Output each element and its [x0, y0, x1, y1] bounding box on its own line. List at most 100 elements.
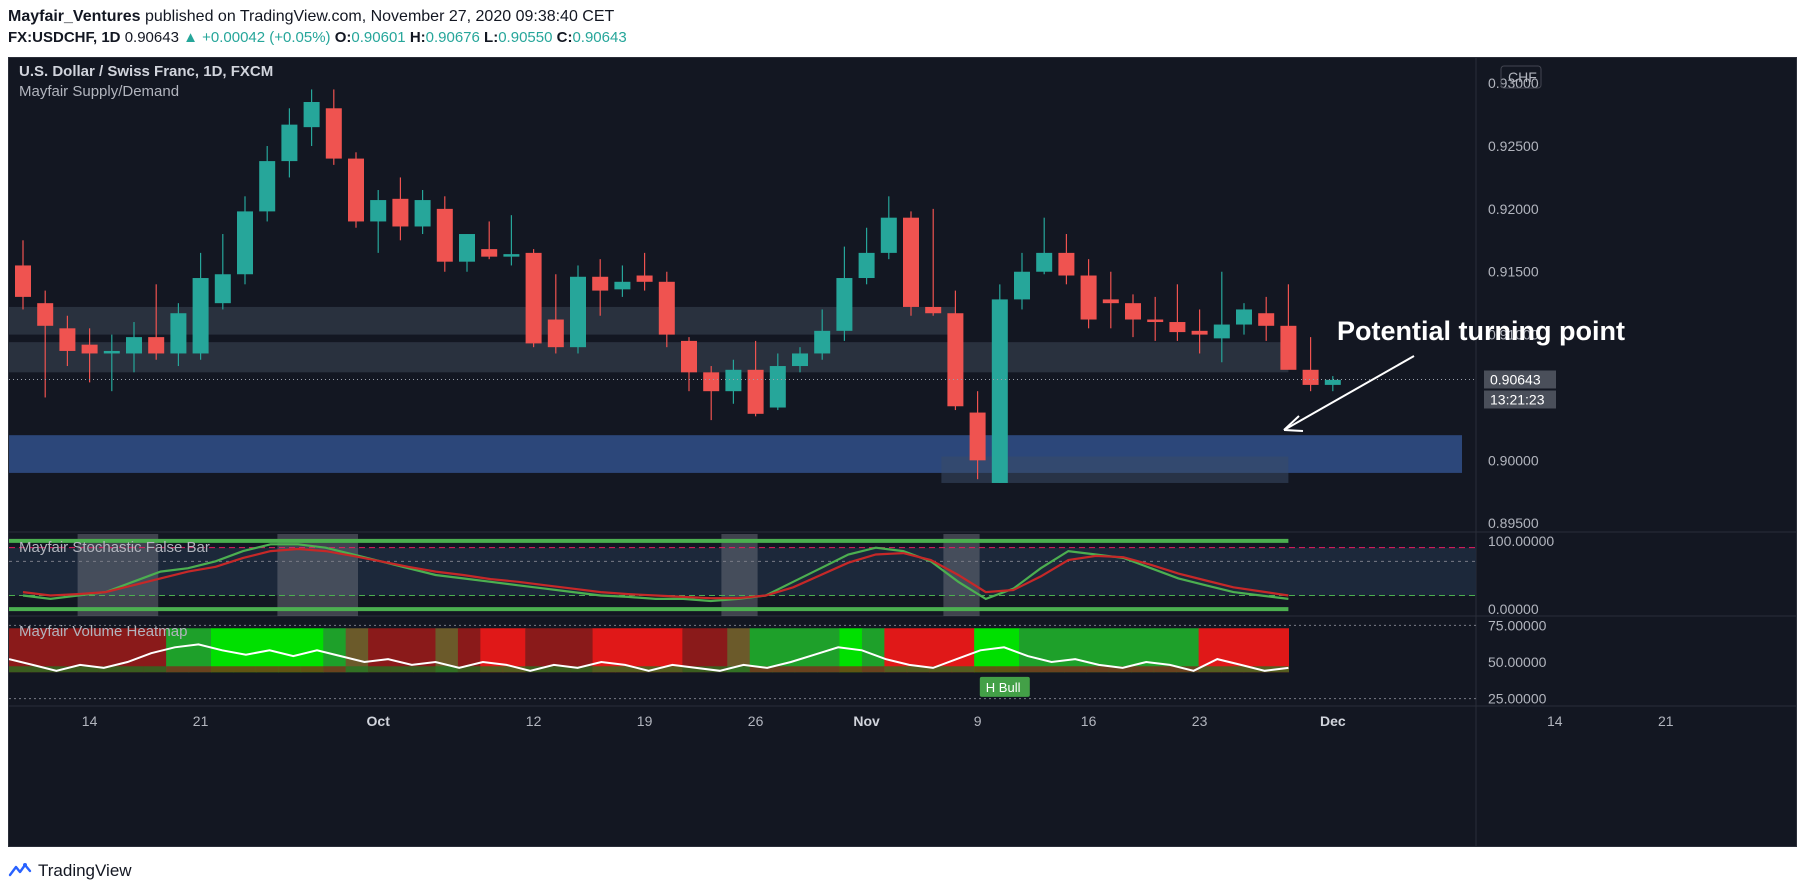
heatmap-cell [592, 628, 616, 673]
candle-body[interactable] [59, 328, 76, 351]
symbol-label: FX:USDCHF, 1D [8, 29, 121, 46]
heatmap-cell [1153, 666, 1177, 673]
candle-body[interactable] [281, 124, 298, 162]
heatmap-cell [637, 628, 661, 673]
candle-body[interactable] [1169, 322, 1186, 333]
chart-frame[interactable]: 0.93000 0.92500 0.92000 0.91500 0.91000 0.900… [8, 57, 1797, 847]
candle-body[interactable] [192, 278, 209, 354]
candle-body[interactable] [592, 276, 609, 291]
candle-body[interactable] [103, 350, 120, 354]
candle-body[interactable] [214, 274, 231, 304]
author-name[interactable]: Mayfair_Ventures [8, 8, 141, 25]
candle-body[interactable] [725, 369, 742, 392]
candle-body[interactable] [259, 161, 276, 212]
candle-body[interactable] [658, 281, 675, 335]
currency-badge[interactable] [1500, 65, 1542, 89]
heatmap-cell [727, 628, 751, 673]
candle-body[interactable] [547, 319, 564, 348]
heatmap-cell [143, 628, 167, 673]
candle-body[interactable] [170, 313, 187, 354]
candle-body[interactable] [858, 252, 875, 279]
candle-body[interactable] [370, 200, 387, 222]
heatmap-cell [1153, 628, 1177, 673]
heatmap-cell [457, 628, 481, 673]
candle-body[interactable] [37, 303, 54, 326]
candle-body[interactable] [436, 208, 453, 262]
candle-body[interactable] [414, 200, 431, 227]
time-tick-label: Dec [1320, 713, 1346, 729]
candle-body[interactable] [947, 313, 964, 407]
stoch-title: Mayfair Stochastic False Bar [19, 539, 210, 556]
candle-body[interactable] [1302, 369, 1319, 385]
candle-body[interactable] [769, 366, 786, 408]
candle-body[interactable] [503, 254, 520, 257]
heatmap-cell [413, 666, 437, 673]
candle-body[interactable] [1213, 324, 1230, 339]
candle-body[interactable] [148, 337, 165, 354]
chart-title: U.S. Dollar / Swiss Franc, 1D, FXCM [19, 63, 273, 80]
candle-body[interactable] [1102, 299, 1119, 304]
candle-body[interactable] [1147, 319, 1164, 323]
chart-svg[interactable]: 0.930000.925000.920000.915000.910000.900… [9, 58, 1796, 846]
close-value: 0.90643 [572, 29, 627, 46]
time-tick-label: Nov [853, 713, 880, 729]
candle-body[interactable] [237, 211, 253, 275]
heatmap-cell [1198, 628, 1222, 673]
candle-body[interactable] [1080, 275, 1097, 320]
heatmap-cell [592, 666, 616, 673]
heatmap-cell [906, 666, 930, 673]
heatmap-cell [1041, 628, 1065, 673]
candle-body[interactable] [747, 369, 764, 414]
candle-body[interactable] [1236, 309, 1252, 325]
heatmap-title: Mayfair Volume Heatmap [19, 623, 187, 640]
heatmap-cell [794, 628, 818, 673]
close-label: C: [556, 29, 573, 46]
heatmap-cell [951, 628, 975, 673]
candle-body[interactable] [1036, 252, 1053, 272]
heatmap-cell [188, 628, 212, 673]
candle-body[interactable] [481, 249, 498, 257]
candle-body[interactable] [459, 234, 475, 262]
candle-body[interactable] [969, 412, 986, 461]
candle-body[interactable] [392, 198, 409, 227]
candle-body[interactable] [303, 102, 320, 128]
candle-body[interactable] [903, 217, 919, 307]
candle-body[interactable] [1324, 379, 1341, 385]
candle-body[interactable] [325, 108, 342, 159]
footer-brand[interactable]: TradingView [38, 861, 132, 880]
candle-body[interactable] [1014, 271, 1030, 300]
heatmap-cell [31, 628, 55, 673]
candle-body[interactable] [836, 278, 853, 331]
heatmap-cell [1131, 628, 1155, 673]
candle-body[interactable] [925, 306, 942, 314]
time-tick-label: 21 [1658, 713, 1674, 729]
candle-body[interactable] [1191, 330, 1208, 335]
candle-body[interactable] [1058, 252, 1075, 276]
candle-body[interactable] [81, 344, 98, 354]
tradingview-logo-icon[interactable] [8, 859, 32, 883]
candle-body[interactable] [525, 252, 542, 344]
candle-body[interactable] [614, 281, 631, 290]
heatmap-cell [704, 628, 728, 673]
heatmap-tick-label: 75.00000 [1488, 617, 1547, 633]
candle-body[interactable] [348, 158, 364, 222]
candle-body[interactable] [1258, 313, 1275, 326]
candle-body[interactable] [681, 340, 697, 373]
candle-body[interactable] [1125, 303, 1141, 320]
heatmap-cell [390, 628, 414, 673]
time-tick-label: 12 [526, 713, 542, 729]
heatmap-cell [570, 666, 594, 673]
candle-body[interactable] [570, 276, 586, 348]
candle-body[interactable] [126, 337, 142, 354]
candle-body[interactable] [880, 217, 897, 253]
heatmap-cell [166, 666, 190, 673]
heatmap-cell [547, 628, 571, 673]
candle-body[interactable] [15, 265, 31, 297]
candle-body[interactable] [814, 330, 831, 354]
candle-body[interactable] [792, 353, 808, 367]
candle-body[interactable] [703, 372, 720, 392]
candle-body[interactable] [1280, 325, 1297, 370]
low-value: 0.90550 [498, 29, 553, 46]
candle-body[interactable] [636, 275, 653, 282]
candle-body[interactable] [991, 299, 1008, 483]
